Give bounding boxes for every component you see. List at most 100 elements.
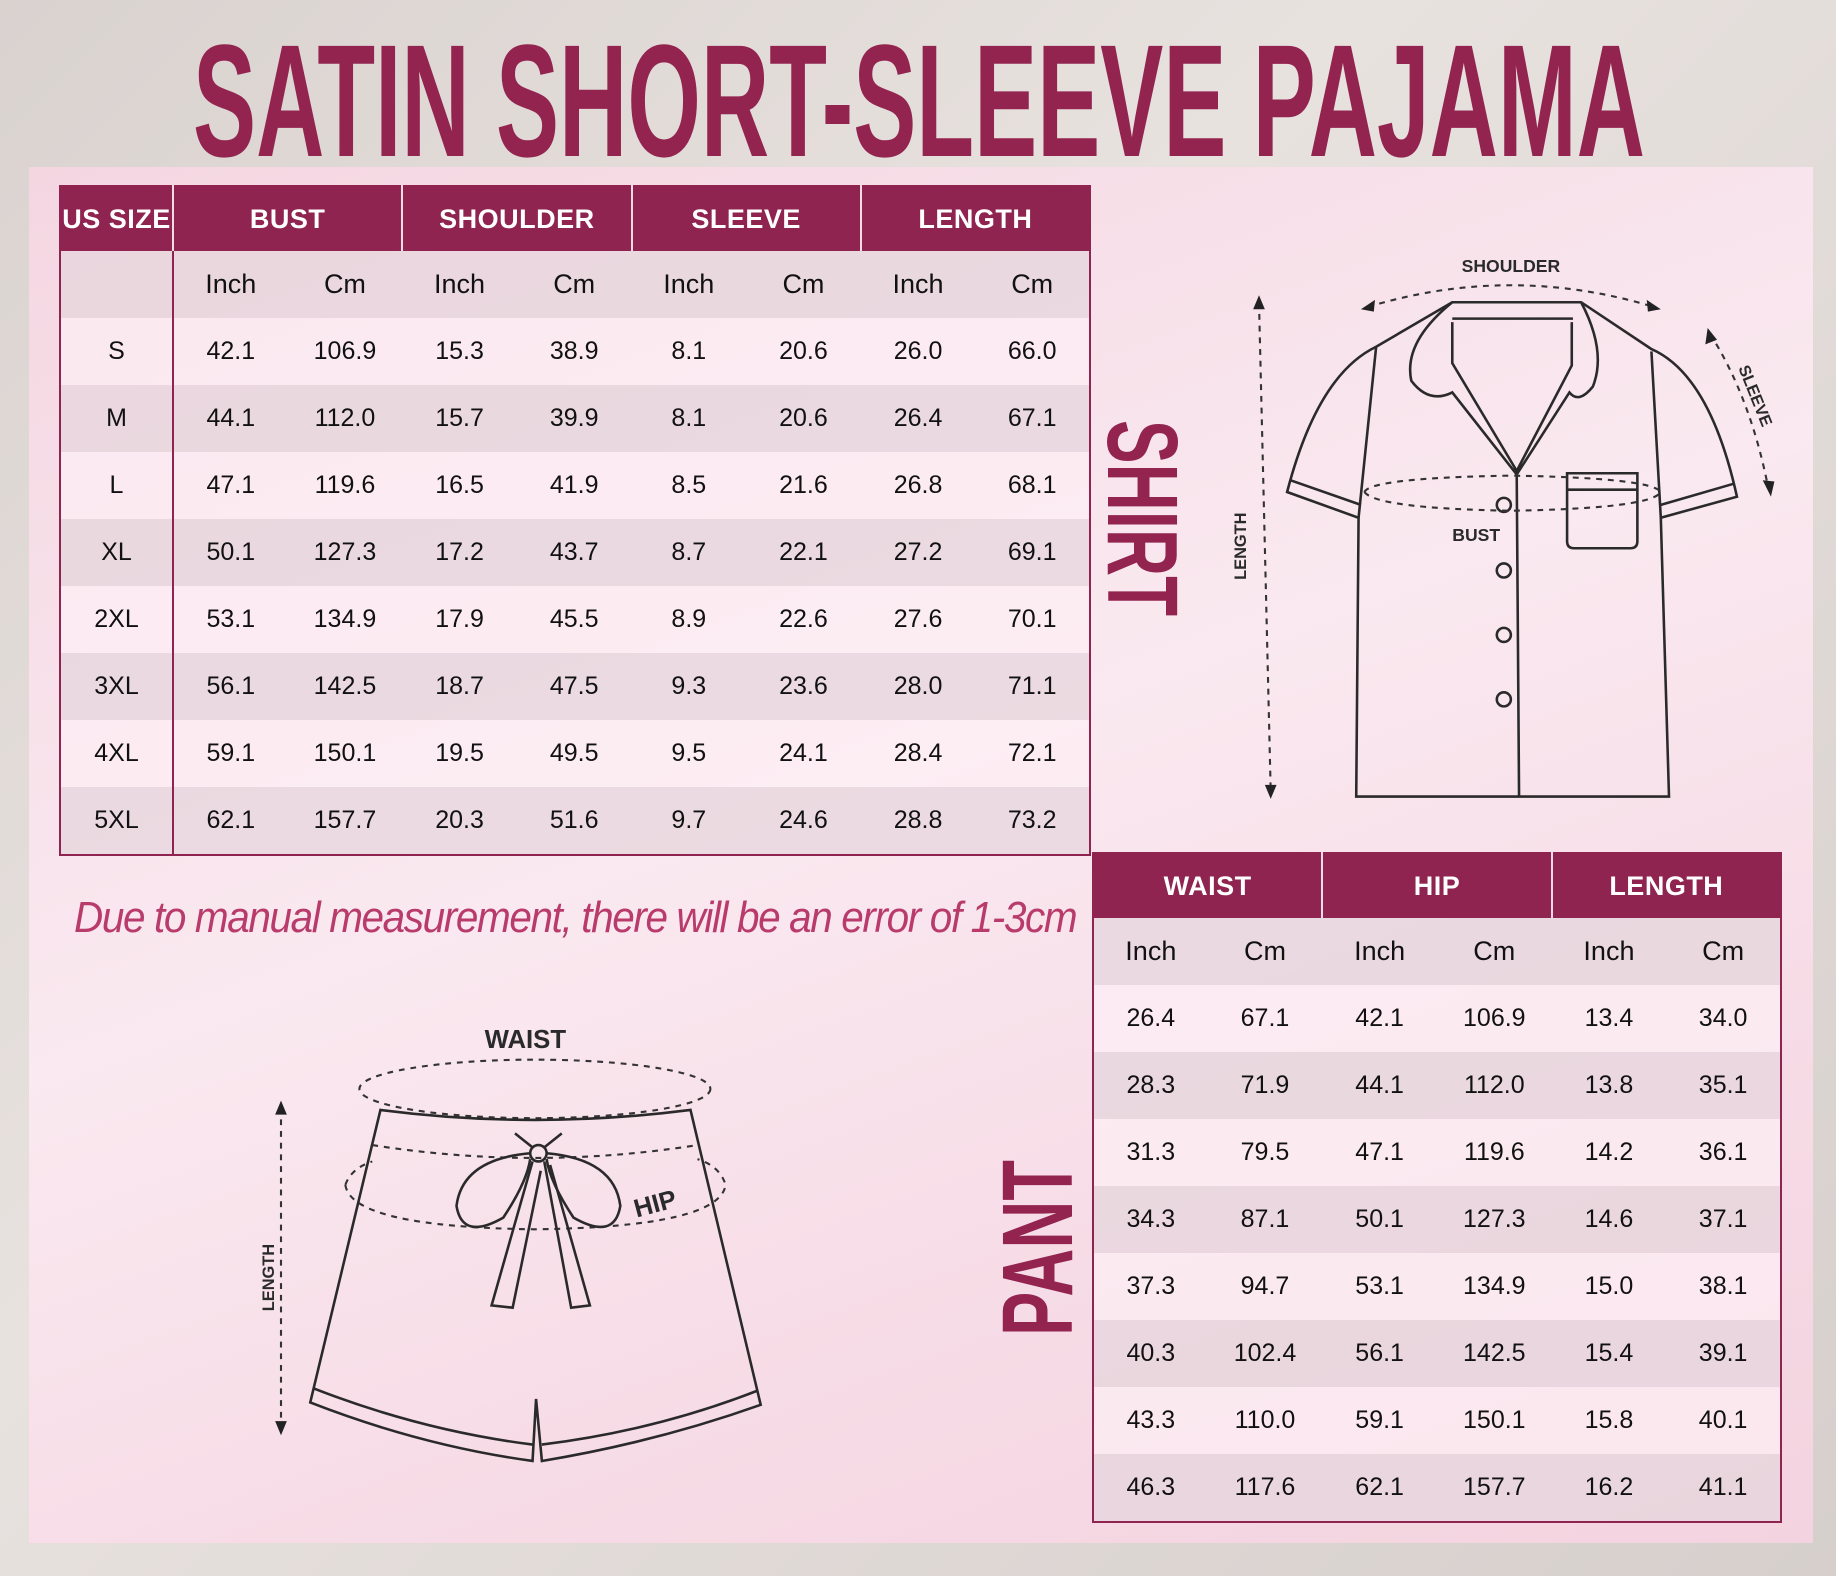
value-cell: 41.9 xyxy=(516,452,632,519)
pant-header-row: WAIST HIP LENGTH xyxy=(1093,853,1781,918)
value-cell: 34.3 xyxy=(1093,1186,1208,1253)
table-row: 34.3 87.1 50.1 127.3 14.6 37.1 xyxy=(1093,1186,1781,1253)
value-cell: 27.2 xyxy=(860,519,976,586)
table-row: XL 50.1 127.3 17.2 43.7 8.7 22.1 27.2 69.1 xyxy=(60,519,1090,586)
svg-text:BUST: BUST xyxy=(1452,525,1500,545)
drawstring-bow-icon xyxy=(455,1132,622,1310)
units-row: Inch Cm Inch Cm Inch Cm xyxy=(1093,918,1781,985)
value-cell: 67.1 xyxy=(1207,985,1323,1052)
value-cell: 20.3 xyxy=(402,787,517,855)
value-cell: 47.1 xyxy=(1322,1119,1437,1186)
value-cell: 9.7 xyxy=(631,787,747,855)
value-cell: 106.9 xyxy=(1436,985,1552,1052)
unit-cell: Cm xyxy=(1207,918,1323,985)
value-cell: 37.3 xyxy=(1093,1253,1208,1320)
page-title: SATIN SHORT-SLEEVE PAJAMA xyxy=(193,18,1645,168)
value-cell: 21.6 xyxy=(746,452,861,519)
value-cell: 34.0 xyxy=(1666,985,1781,1052)
pant-diagram: WAIST HIP LENGTH xyxy=(260,1026,763,1463)
button-icons xyxy=(1495,496,1513,708)
value-cell: 28.0 xyxy=(860,653,976,720)
table-row: L 47.1 119.6 16.5 41.9 8.5 21.6 26.8 68.1 xyxy=(60,452,1090,519)
size-cell: XL xyxy=(60,519,174,586)
value-cell: 36.1 xyxy=(1666,1119,1781,1186)
unit-cell: Cm xyxy=(746,251,861,318)
svg-text:SHOULDER: SHOULDER xyxy=(1462,256,1561,276)
value-cell: 42.1 xyxy=(1322,985,1437,1052)
value-cell: 27.6 xyxy=(860,586,976,653)
value-cell: 13.4 xyxy=(1551,985,1667,1052)
unit-cell: Cm xyxy=(975,251,1090,318)
shirt-outline xyxy=(1285,300,1739,798)
table-row: 5XL 62.1 157.7 20.3 51.6 9.7 24.6 28.8 73.2 xyxy=(60,787,1090,855)
measurement-note: Due to manual measurement, there will be… xyxy=(74,893,1078,942)
value-cell: 94.7 xyxy=(1207,1253,1323,1320)
value-cell: 72.1 xyxy=(975,720,1090,787)
value-cell: 51.6 xyxy=(516,787,632,855)
column-header: SLEEVE xyxy=(630,186,861,251)
shirt-diagram: BUST SHOULDER SLEEVE LENGTH xyxy=(1232,256,1775,799)
shirt-collar xyxy=(1408,301,1600,476)
value-cell: 142.5 xyxy=(287,653,403,720)
pant-size-table: WAIST HIP LENGTH Inch Cm Inch Cm Inch Cm 26.4 67.… xyxy=(1092,852,1782,1523)
svg-text:WAIST: WAIST xyxy=(485,1026,567,1054)
value-cell: 67.1 xyxy=(975,385,1090,452)
value-cell: 8.1 xyxy=(631,385,747,452)
value-cell: 56.1 xyxy=(1322,1320,1437,1387)
pocket xyxy=(1565,471,1639,550)
value-cell: 8.9 xyxy=(631,586,747,653)
value-cell: 26.4 xyxy=(1093,985,1208,1052)
units-row: Inch Cm Inch Cm Inch Cm Inch Cm xyxy=(60,251,1090,318)
value-cell: 42.1 xyxy=(173,318,288,385)
value-cell: 44.1 xyxy=(1322,1052,1437,1119)
unit-cell: Inch xyxy=(860,251,976,318)
value-cell: 9.3 xyxy=(631,653,747,720)
shirt-label: SHIRT xyxy=(1098,420,1188,616)
value-cell: 62.1 xyxy=(1322,1454,1437,1522)
value-cell: 40.1 xyxy=(1666,1387,1781,1454)
value-cell: 112.0 xyxy=(1436,1052,1552,1119)
pant-label: PANT xyxy=(992,1160,1082,1336)
value-cell: 38.9 xyxy=(516,318,632,385)
value-cell: 102.4 xyxy=(1207,1320,1323,1387)
value-cell: 87.1 xyxy=(1207,1186,1323,1253)
value-cell: 112.0 xyxy=(287,385,403,452)
value-cell: 43.7 xyxy=(516,519,632,586)
unit-cell: Cm xyxy=(287,251,403,318)
value-cell: 22.6 xyxy=(746,586,861,653)
value-cell: 38.1 xyxy=(1666,1253,1781,1320)
value-cell: 26.4 xyxy=(860,385,976,452)
size-cell: 2XL xyxy=(60,586,174,653)
unit-cell: Inch xyxy=(1093,918,1208,985)
value-cell: 8.5 xyxy=(631,452,747,519)
value-cell: 134.9 xyxy=(1436,1253,1552,1320)
value-cell: 56.1 xyxy=(173,653,288,720)
value-cell: 24.1 xyxy=(746,720,861,787)
value-cell: 47.5 xyxy=(516,653,632,720)
table-row: 37.3 94.7 53.1 134.9 15.0 38.1 xyxy=(1093,1253,1781,1320)
value-cell: 62.1 xyxy=(173,787,288,855)
column-header: WAIST xyxy=(1093,853,1323,918)
table-row: 26.4 67.1 42.1 106.9 13.4 34.0 xyxy=(1093,985,1781,1052)
value-cell: 117.6 xyxy=(1207,1454,1323,1522)
size-cell: M xyxy=(60,385,174,452)
value-cell: 106.9 xyxy=(287,318,403,385)
shirt-size-table: US SIZE BUST SHOULDER SLEEVE LENGTH Inch Cm In… xyxy=(59,185,1091,856)
value-cell: 53.1 xyxy=(1322,1253,1437,1320)
svg-text:SLEEVE: SLEEVE xyxy=(1734,363,1775,430)
value-cell: 23.6 xyxy=(746,653,861,720)
value-cell: 15.7 xyxy=(402,385,517,452)
size-cell: 3XL xyxy=(60,653,174,720)
value-cell: 17.9 xyxy=(402,586,517,653)
table-row: 3XL 56.1 142.5 18.7 47.5 9.3 23.6 28.0 71.1 xyxy=(60,653,1090,720)
table-row: M 44.1 112.0 15.7 39.9 8.1 20.6 26.4 67.1 xyxy=(60,385,1090,452)
unit-cell: Cm xyxy=(1666,918,1781,985)
unit-cell: Inch xyxy=(402,251,517,318)
shirt-header-row: US SIZE BUST SHOULDER SLEEVE LENGTH xyxy=(60,186,1090,251)
value-cell: 68.1 xyxy=(975,452,1090,519)
value-cell: 53.1 xyxy=(173,586,288,653)
value-cell: 79.5 xyxy=(1207,1119,1323,1186)
value-cell: 8.7 xyxy=(631,519,747,586)
column-header: LENGTH xyxy=(1550,853,1781,918)
value-cell: 150.1 xyxy=(287,720,403,787)
